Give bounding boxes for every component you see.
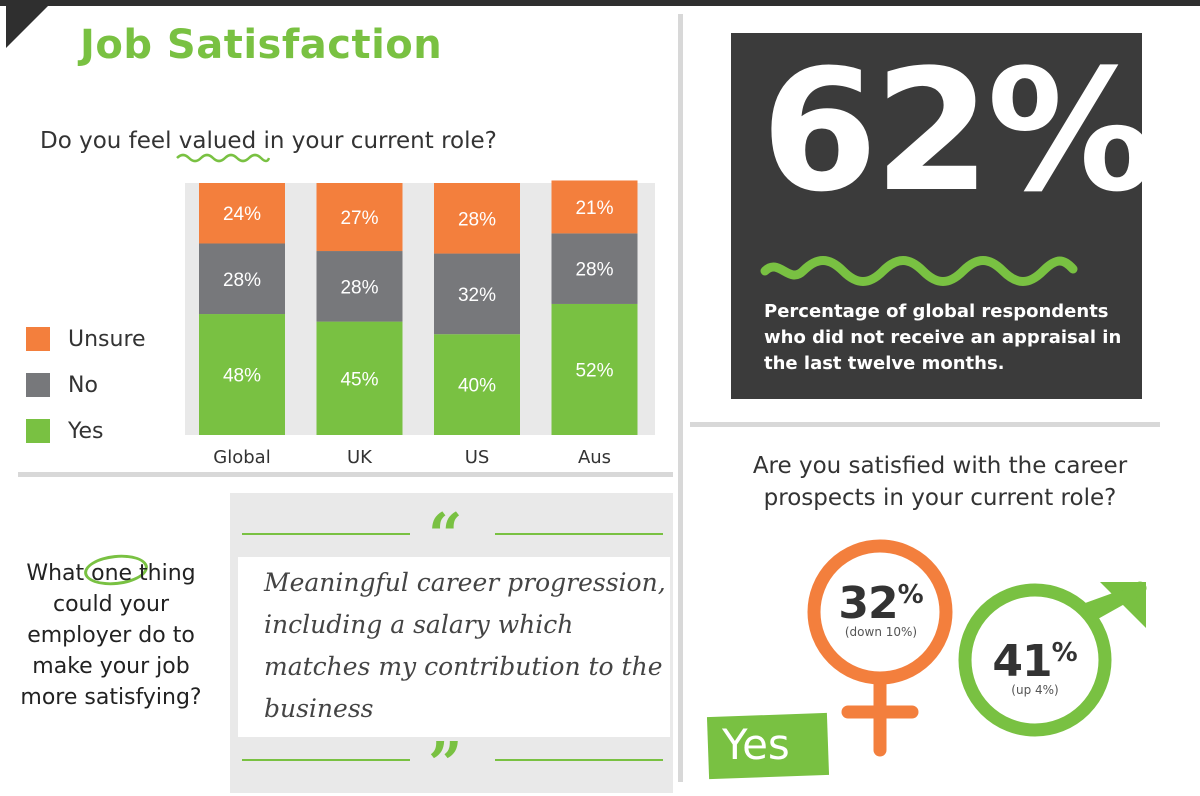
legend-label-unsure: Unsure [68, 326, 146, 352]
quote-rule-top-left [242, 533, 410, 535]
vertical-divider [678, 14, 683, 782]
data-label-no-global: 28% [223, 270, 261, 291]
bar-unsure-uk [316, 183, 403, 252]
data-label-unsure-global: 24% [223, 204, 261, 225]
valued-underline-squiggle [176, 153, 270, 163]
female-stat: 32% (down 10%) [826, 578, 936, 639]
top-rule [0, 0, 1200, 6]
bar-yes-global [199, 314, 285, 435]
bar-no-uk [316, 251, 403, 322]
open-quote-icon: “ [428, 501, 463, 571]
bar-unsure-global [199, 183, 285, 244]
data-label-unsure-us: 28% [458, 209, 496, 230]
legend-item-yes: Yes [26, 408, 146, 454]
female-value: 32 [838, 578, 898, 629]
stat-value: 62% [761, 33, 1155, 229]
x-tick-label-uk: UK [347, 447, 373, 468]
close-quote-icon: ” [428, 730, 463, 796]
legend-label-yes: Yes [68, 418, 104, 444]
bar-yes-us [434, 334, 520, 435]
x-tick-label-us: US [465, 447, 490, 468]
data-label-yes-us: 40% [458, 376, 496, 397]
bar-unsure-us [434, 183, 520, 254]
male-change: (up 4%) [1011, 683, 1059, 697]
female-unit: % [897, 580, 924, 610]
x-tick-label-aus: Aus [578, 447, 611, 468]
bar-no-global [199, 243, 285, 315]
one-thing-question: What one thing could your employer do to… [20, 561, 202, 710]
legend-swatch-no [26, 373, 50, 397]
data-label-no-us: 32% [458, 285, 496, 306]
data-label-yes-uk: 45% [340, 369, 378, 390]
left-divider [18, 472, 673, 477]
data-label-no-aus: 28% [575, 260, 613, 281]
male-unit: % [1051, 638, 1078, 668]
quote-rule-bottom-right [495, 759, 663, 761]
legend-item-unsure: Unsure [26, 316, 146, 362]
male-value: 41 [992, 636, 1052, 687]
legend-label-no: No [68, 372, 98, 398]
yes-label: Yes [722, 720, 790, 769]
chart-legend: Unsure No Yes [26, 316, 146, 454]
legend-swatch-yes [26, 419, 50, 443]
x-tick-label-global: Global [213, 447, 270, 468]
quote-rule-top-right [495, 533, 663, 535]
corner-triangle [6, 6, 48, 48]
stat-box: 62% Percentage of global respondents who… [731, 33, 1155, 399]
bar-no-aus [551, 233, 638, 304]
stat-caption: Percentage of global respondents who did… [764, 301, 1122, 374]
male-symbol [958, 581, 1147, 737]
female-change: (down 10%) [844, 625, 918, 639]
legend-swatch-unsure [26, 327, 50, 351]
stat-squiggle [760, 256, 1078, 286]
quote-rule-bottom-left [242, 759, 410, 761]
legend-item-no: No [26, 362, 146, 408]
bar-unsure-aus [551, 180, 638, 234]
data-label-unsure-uk: 27% [340, 208, 378, 229]
data-label-yes-aus: 52% [575, 360, 613, 381]
data-label-unsure-aus: 21% [575, 198, 613, 219]
bar-no-us [434, 253, 520, 335]
data-label-yes-global: 48% [223, 366, 261, 387]
male-stat: 41% (up 4%) [980, 636, 1090, 697]
quote-text: Meaningful career progression, including… [264, 568, 666, 723]
quote-card [238, 557, 670, 737]
bar-yes-uk [316, 321, 403, 435]
data-label-no-uk: 28% [340, 277, 378, 298]
page-title: Job Satisfaction [80, 22, 443, 68]
career-question: Are you satisfied with the career prospe… [752, 453, 1128, 511]
bar-yes-aus [551, 303, 638, 435]
right-divider [690, 422, 1160, 427]
female-symbol [807, 539, 953, 757]
chart-question: Do you feel valued in your current role? [40, 128, 497, 154]
